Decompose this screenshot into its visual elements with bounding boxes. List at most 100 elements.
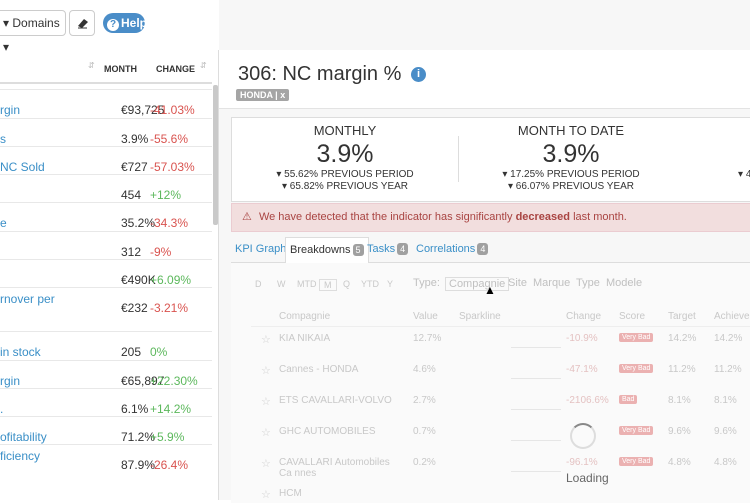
target: 8.1% <box>668 395 691 406</box>
star[interactable]: ☆ <box>261 489 271 501</box>
detail-panel: 306: NC margin % i HONDA | x MONTHLY 3.9%… <box>219 0 750 503</box>
change-value: +14.2% <box>150 402 192 416</box>
period-option[interactable]: D <box>255 279 262 289</box>
type-option[interactable]: Site <box>508 277 527 289</box>
change-value: -9% <box>150 245 172 259</box>
card-value: 3.9% <box>316 140 374 168</box>
scrollbar[interactable] <box>213 85 218 225</box>
cursor: ▲ <box>484 283 496 297</box>
column-header[interactable]: Change <box>566 311 602 322</box>
period-option[interactable]: MTD <box>297 279 317 289</box>
change-value: +12% <box>150 188 182 202</box>
value: 2.7% <box>413 395 436 406</box>
tab[interactable]: Breakdowns 5 <box>285 237 369 265</box>
star[interactable]: ☆ <box>261 458 271 470</box>
star[interactable]: ☆ <box>261 334 271 346</box>
month-value: 71.2% <box>121 430 156 444</box>
row-divider <box>0 287 212 288</box>
kpi-name[interactable]: e <box>0 216 7 230</box>
achieve: 9.6% <box>714 426 737 437</box>
change-value: +6.09% <box>150 273 192 287</box>
info-icon[interactable]: i <box>410 67 426 82</box>
type-option[interactable]: Type <box>576 277 600 289</box>
period-option[interactable]: Q <box>343 279 351 289</box>
type-option[interactable]: Modele <box>606 277 643 289</box>
previous-year: ▾ 66.07% PREVIOUS YEAR <box>507 181 634 192</box>
kpi-name[interactable]: s <box>0 132 6 146</box>
target: 14.2% <box>668 333 697 344</box>
column-header[interactable]: Value <box>413 311 438 322</box>
kpi-name[interactable]: rgin <box>0 374 21 388</box>
kpi-name[interactable]: in stock <box>0 345 41 359</box>
eraser-button[interactable] <box>69 10 95 36</box>
kpi-name[interactable]: ofitability <box>0 430 47 444</box>
company-name[interactable]: GHC AUTOMOBILES <box>279 426 376 437</box>
sparkline <box>511 360 561 379</box>
tab[interactable]: Tasks 4 <box>363 237 412 263</box>
column-header[interactable]: Compagnie <box>279 311 331 322</box>
target: 4.8% <box>668 457 691 468</box>
column-header[interactable]: Target <box>668 311 696 322</box>
month-value: 35.2% <box>121 216 156 230</box>
score: Bad <box>619 395 638 404</box>
company-name[interactable]: KIA NIKAIA <box>279 333 331 344</box>
company-name[interactable]: ETS CAVALLARI-VOLVO <box>279 395 392 406</box>
month-value: 454 <box>121 188 142 202</box>
row-divider <box>0 118 212 119</box>
alert-text: We have detected that the indicator has … <box>258 211 513 223</box>
change: -10.9% <box>566 333 598 344</box>
change-value: -34.3% <box>150 216 189 230</box>
sort-icon[interactable]: ⇵ <box>88 61 95 70</box>
change-value: -57.03% <box>150 160 195 174</box>
change-value: +5.9% <box>150 430 185 444</box>
column-header[interactable]: Score <box>619 311 646 322</box>
tab[interactable]: Correlations 4 <box>412 237 492 263</box>
column-header[interactable]: Sparkline <box>459 311 501 322</box>
kpi-name[interactable]: . <box>0 402 4 416</box>
kpi-name[interactable]: NC Sold <box>0 160 45 174</box>
period-option[interactable]: Y <box>387 279 394 289</box>
row-divider <box>0 259 212 260</box>
type-option[interactable]: Compagnie <box>445 277 510 291</box>
sparkline <box>511 391 561 410</box>
month-value: 312 <box>121 245 142 259</box>
achieve: 4.8% <box>714 457 737 468</box>
sparkline <box>511 422 561 441</box>
column-header[interactable]: MONTH <box>104 64 137 74</box>
kpi-name[interactable]: rgin <box>0 103 21 117</box>
kpi-name[interactable]: ficiency <box>0 449 41 463</box>
star[interactable]: ☆ <box>261 365 271 377</box>
kpi-name[interactable]: rnover per <box>0 292 55 306</box>
type-label: Type: <box>413 277 440 289</box>
row-divider <box>0 231 212 232</box>
row-divider <box>0 202 212 203</box>
period-option[interactable]: YTD <box>361 279 379 289</box>
column-header[interactable]: CHANGE <box>156 64 196 74</box>
company-name[interactable]: CAVALLARI Automobiles Ca nnes <box>279 457 390 479</box>
help-button[interactable]: ? Help <box>103 13 147 33</box>
period-option[interactable]: M <box>319 279 337 291</box>
change: -47.1% <box>566 364 598 375</box>
row-divider <box>0 89 212 90</box>
period-option[interactable]: W <box>277 279 286 289</box>
type-option[interactable]: Marque <box>533 277 571 289</box>
star[interactable]: ☆ <box>261 427 271 439</box>
alert-text: last month. <box>573 211 627 223</box>
sort-icon[interactable]: ⇵ <box>200 61 207 70</box>
domains-button[interactable]: ▾ Domains ▾ <box>0 10 66 54</box>
month-value: €93,725 <box>121 103 165 117</box>
company-name[interactable]: Cannes - HONDA <box>279 364 359 375</box>
tab-line <box>231 262 750 263</box>
star[interactable]: ☆ <box>261 396 271 408</box>
row-divider <box>0 331 212 332</box>
month-value: €727 <box>121 160 148 174</box>
change: -96.1% <box>566 457 598 468</box>
tab[interactable]: KPI Graph <box>235 243 287 255</box>
tag-close[interactable]: x <box>280 90 286 100</box>
month-value: 6.1% <box>121 402 149 416</box>
score: Very Bad <box>619 426 654 435</box>
company-name[interactable]: HCM <box>279 488 302 499</box>
kpi-title: 306: NC margin % i <box>238 63 426 86</box>
column-header[interactable]: Achieve <box>714 311 750 322</box>
target: 9.6% <box>668 426 691 437</box>
